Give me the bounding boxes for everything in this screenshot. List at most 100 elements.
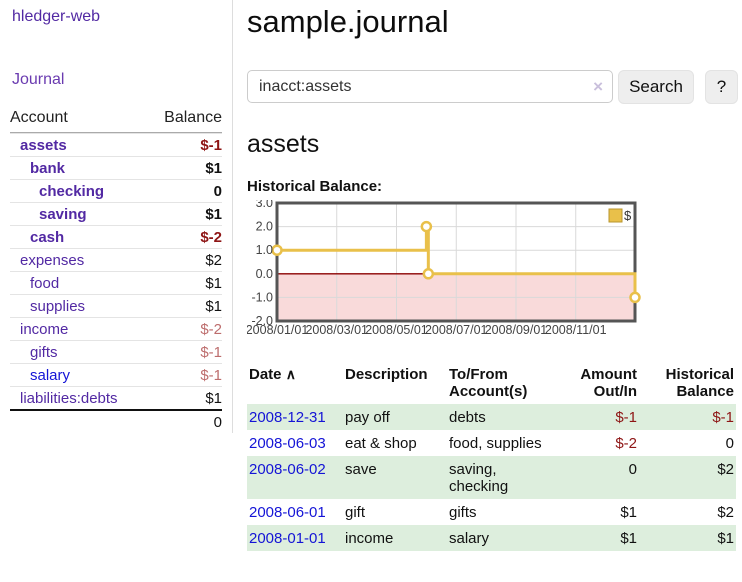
account-balance: $1: [205, 390, 222, 407]
transaction-accounts: food, supplies: [449, 435, 542, 452]
transaction-accounts: salary: [449, 525, 557, 551]
svg-text:$: $: [624, 208, 632, 223]
search-box: ×: [247, 70, 613, 103]
transaction-balance: $2: [639, 456, 736, 499]
transaction-accounts: saving, checking: [449, 456, 557, 499]
account-link-salary[interactable]: salary: [30, 367, 71, 384]
transaction-description: eat & shop: [345, 435, 417, 452]
svg-text:2008/03/01: 2008/03/01: [305, 323, 368, 337]
register-header-row: Date ∧ Description To/From Account(s) Am…: [247, 362, 736, 404]
sort-ascending-icon: ∧: [285, 366, 296, 382]
account-row: saving $1: [10, 202, 222, 225]
account-row: salary $-1: [10, 363, 222, 386]
balance-column-header: Balance: [164, 109, 222, 126]
account-row: assets $-1: [10, 133, 222, 156]
help-button[interactable]: ?: [705, 70, 738, 104]
transaction-date-link[interactable]: 2008-06-03: [249, 435, 326, 452]
historical-balance-chart: $3.0 2.0 1.0 0.0 -1.0 -2.0 2008/01/01 2008/03/0…: [246, 196, 647, 342]
svg-text:2008/09/01: 2008/09/01: [485, 323, 548, 337]
transaction-row: 2008-12-31 pay off debts $-1 $-1: [247, 404, 736, 430]
account-row: food $1: [10, 271, 222, 294]
account-row: gifts $-1: [10, 340, 222, 363]
account-link-liabilities-debts[interactable]: liabilities:debts: [20, 390, 118, 407]
chart-title: Historical Balance:: [247, 178, 383, 195]
transaction-accounts: debts: [449, 404, 557, 430]
svg-text:1.0: 1.0: [256, 243, 273, 257]
account-balance: $1: [205, 206, 222, 223]
transaction-balance: $1: [639, 525, 736, 551]
account-balance: $1: [205, 160, 222, 177]
transaction-row: 2008-06-02 save saving, checking 0 $2: [247, 456, 736, 499]
transaction-amount: $1: [620, 504, 637, 521]
account-link-expenses[interactable]: expenses: [20, 252, 85, 269]
account-balance: $-1: [200, 344, 222, 361]
account-row: checking 0: [10, 179, 222, 202]
account-heading: assets: [247, 130, 320, 158]
sidebar: hledger-web Journal Account Balance asse…: [0, 0, 233, 433]
search-form: × Search ?: [247, 70, 742, 104]
transaction-row: 2008-01-01 income salary $1 $1: [247, 525, 736, 551]
account-link-income[interactable]: income: [20, 321, 69, 338]
svg-text:2008/05/01: 2008/05/01: [365, 323, 428, 337]
account-row: liabilities:debts $1: [10, 386, 222, 409]
accounts-table-header: Account Balance: [10, 106, 222, 133]
sidebar-item-journal[interactable]: Journal: [12, 71, 65, 88]
accounts-total-row: 0: [10, 409, 222, 434]
account-balance: $-2: [200, 229, 222, 246]
account-link-saving[interactable]: saving: [39, 206, 87, 223]
transaction-amount: $-2: [615, 435, 637, 452]
account-row: bank $1: [10, 156, 222, 179]
transaction-amount: $1: [557, 525, 639, 551]
transaction-amount: $-1: [557, 404, 639, 430]
accounts-table: Account Balance assets $-1 bank $1 check…: [10, 106, 222, 434]
transaction-balance: $2: [717, 504, 734, 521]
transaction-description: gift: [345, 504, 366, 521]
account-balance: $1: [205, 298, 222, 315]
svg-text:0.0: 0.0: [256, 267, 273, 281]
account-link-bank[interactable]: bank: [30, 160, 66, 177]
account-link-food[interactable]: food: [30, 275, 60, 292]
column-header-date[interactable]: Date ∧: [249, 366, 296, 383]
accounts-total-value: 0: [213, 414, 222, 431]
transaction-date-link[interactable]: 2008-12-31: [249, 409, 326, 426]
clear-search-icon[interactable]: ×: [593, 77, 603, 96]
account-balance: $-2: [200, 321, 222, 338]
account-link-cash[interactable]: cash: [30, 229, 65, 246]
column-header-amount: Amount Out/In: [580, 366, 637, 400]
account-balance: $-1: [200, 367, 222, 384]
svg-text:2.0: 2.0: [256, 220, 273, 234]
transaction-row: 2008-06-01 gift gifts $1 $2: [247, 499, 736, 525]
transaction-date-link[interactable]: 2008-01-01: [249, 530, 326, 547]
search-button[interactable]: Search: [618, 70, 694, 104]
transaction-accounts: gifts: [449, 504, 477, 521]
svg-text:3.0: 3.0: [256, 200, 273, 210]
main-content: sample.journal × Search ? assets Histori…: [246, 0, 742, 582]
svg-text:-1.0: -1.0: [251, 290, 273, 304]
svg-text:2008/01/01: 2008/01/01: [247, 323, 308, 337]
transaction-balance: $-1: [639, 404, 736, 430]
page-title: sample.journal: [247, 4, 449, 39]
account-balance: $2: [205, 252, 222, 269]
account-link-supplies[interactable]: supplies: [30, 298, 86, 315]
brand-link[interactable]: hledger-web: [12, 8, 101, 25]
transaction-date-link[interactable]: 2008-06-02: [249, 461, 326, 478]
account-column-header: Account: [10, 109, 68, 126]
account-link-checking[interactable]: checking: [39, 183, 105, 200]
register-table: Date ∧ Description To/From Account(s) Am…: [247, 362, 736, 551]
chart-svg: $3.0 2.0 1.0 0.0 -1.0 -2.02008/01/012008/03/0…: [246, 196, 641, 337]
transaction-description: pay off: [345, 404, 449, 430]
transaction-description: save: [345, 456, 449, 499]
account-row: income $-2: [10, 317, 222, 340]
transaction-date-link[interactable]: 2008-06-01: [249, 504, 326, 521]
svg-text:2008/11/01: 2008/11/01: [545, 323, 607, 337]
search-input[interactable]: [249, 72, 589, 101]
column-header-tofrom: To/From Account(s): [449, 366, 528, 400]
account-link-gifts[interactable]: gifts: [30, 344, 58, 361]
account-row: cash $-2: [10, 225, 222, 248]
transaction-balance: 0: [725, 435, 734, 452]
transaction-row: 2008-06-03 eat & shop food, supplies $-2…: [247, 430, 736, 456]
column-header-balance: Historical Balance: [665, 366, 734, 400]
account-link-assets[interactable]: assets: [20, 137, 67, 154]
account-row: supplies $1: [10, 294, 222, 317]
transaction-description: income: [345, 525, 449, 551]
